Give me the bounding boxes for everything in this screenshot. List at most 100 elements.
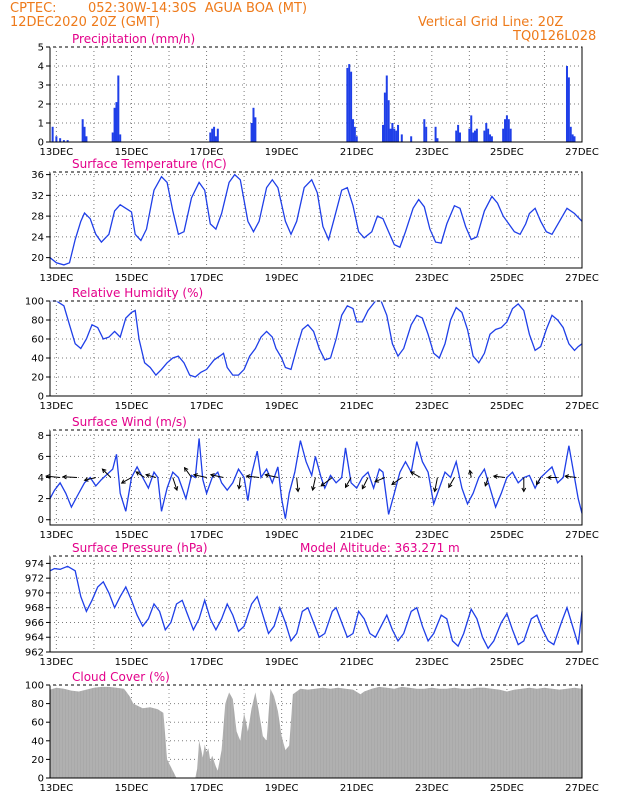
precip-bar [472,132,475,142]
precip-bar [389,128,392,142]
panel-title: Surface Pressure (hPa) [72,541,208,555]
precip-bar [395,130,398,142]
precip-bar [85,136,88,142]
wind-arrow [246,475,260,478]
y-tick-label: 964 [25,633,44,644]
x-tick-label: 23DEC [415,273,449,284]
y-tick-label: 100 [25,297,44,308]
precip-bar [573,136,576,142]
panel-title: Cloud Cover (%) [72,670,170,684]
precip-bar [209,132,212,142]
series-line [49,438,583,519]
wind-arrow [46,475,61,478]
wind-arrow [145,474,157,478]
x-tick-label: 15DEC [115,147,149,158]
x-tick-label: 15DEC [115,273,149,284]
x-tick-label: 23DEC [415,401,449,412]
wind-arrow-head [546,475,552,480]
panel-5: 962 964 966 968 970 972 974 13DEC 15DEC 17DEC 19DE… [25,541,599,668]
panel-title: Surface Wind (m/s) [72,415,187,429]
precip-bar [391,123,394,142]
precip-bar [351,119,354,142]
wind-arrow [121,477,132,484]
y-tick-label: 962 [25,648,44,659]
wind-arrow-head [492,474,498,479]
source-label: CPTEC: [10,1,57,16]
wind-arrow-head [237,484,242,490]
wind-arrow-head [432,487,438,493]
wind-arrow [410,471,421,478]
precip-bar [383,92,386,142]
wind-arrow [193,474,207,478]
x-tick-label: 25DEC [490,273,524,284]
x-tick-label: 19DEC [265,657,299,668]
y-tick-label: 972 [25,574,44,585]
wind-arrow [296,477,299,492]
x-tick-label: 25DEC [490,530,524,541]
precip-bar [475,128,478,142]
y-tick-label: 0 [38,392,44,403]
x-tick-label: 13DEC [40,657,74,668]
panel-frame [49,46,583,143]
wind-arrow [374,477,386,483]
wind-arrow-head [344,483,350,489]
wind-arrow-head [311,486,316,492]
precip-bar [434,126,437,142]
wind-arrow-head [83,477,89,482]
wind-arrow-head [484,481,489,487]
panel-6: 0 20 40 60 80 100 13DEC 15DEC 17DEC 19DEC 21DEC 23D… [25,670,599,794]
wind-arrow-head [448,483,453,489]
x-tick-label: 17DEC [190,147,224,158]
precip-bar [346,67,349,142]
y-tick-label: 970 [25,588,44,599]
precip-bar [457,124,460,142]
wind-arrow [265,474,279,478]
y-tick-label: 20 [31,755,44,766]
panel-title: Surface Temperature (nC) [72,157,227,171]
precip-bar [458,132,461,142]
precip-bar [55,136,58,142]
x-tick-label: 19DEC [265,147,299,158]
wind-arrow [210,474,224,478]
panel-4: 0 2 4 6 8 13DEC 15DEC 17DEC 19DEC 21DEC 23DEC 25DEC… [38,415,599,541]
precip-bar [567,77,570,142]
x-tick-label: 25DEC [490,147,524,158]
y-tick-label: 80 [31,699,44,710]
precip-bar [353,126,356,142]
wind-arrow [345,477,352,488]
panel-title: Precipitation (mm/h) [72,32,195,46]
precip-bar [62,140,65,142]
precip-bar [216,128,219,142]
x-tick-label: 13DEC [40,147,74,158]
wind-arrow [493,475,506,478]
precip-bar [470,115,473,142]
precip-bar [487,128,490,142]
wind-arrow-head [391,480,397,486]
x-tick-label: 27DEC [565,147,599,158]
precip-bar [400,134,403,142]
x-tick-label: 17DEC [190,273,224,284]
y-tick-label: 0 [38,138,44,149]
x-tick-label: 25DEC [490,657,524,668]
x-tick-label: 21DEC [340,147,374,158]
header: CPTEC: 052:30W-14:30S AGUA BOA (MT) 12DE… [0,0,618,48]
wind-arrow-head [209,473,215,478]
precip-bar [348,64,351,142]
x-tick-label: 19DEC [265,401,299,412]
x-tick-label: 27DEC [565,401,599,412]
precip-bar [410,136,413,142]
x-tick-label: 19DEC [265,783,299,794]
series-line [50,300,583,378]
x-tick-label: 13DEC [40,401,74,412]
precip-bar [81,119,84,142]
precip-bar [83,126,86,142]
precip-bar [507,119,510,142]
model-id-label: TQ0126L028 [513,29,597,44]
y-tick-label: 5 [38,43,44,54]
wind-arrow [565,475,577,478]
precip-bar [211,128,214,142]
x-tick-label: 27DEC [565,530,599,541]
y-tick-label: 28 [31,212,44,223]
precip-bar [387,100,390,142]
x-tick-label: 21DEC [340,530,374,541]
